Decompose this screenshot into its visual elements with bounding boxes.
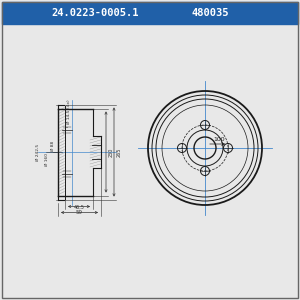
Text: 46,5: 46,5 bbox=[74, 205, 84, 209]
Text: Ø 242,5: Ø 242,5 bbox=[36, 143, 40, 161]
Text: 480035: 480035 bbox=[191, 8, 229, 18]
Text: 59: 59 bbox=[76, 211, 83, 215]
Text: Ø 88: Ø 88 bbox=[51, 141, 55, 151]
Text: Ø 14,5 (4x): Ø 14,5 (4x) bbox=[67, 100, 71, 124]
Text: 24.0223-0005.1: 24.0223-0005.1 bbox=[51, 8, 139, 18]
Bar bbox=[2, 2, 298, 24]
Text: 100: 100 bbox=[213, 137, 225, 142]
Text: 230: 230 bbox=[109, 147, 114, 157]
Text: Ø 160: Ø 160 bbox=[45, 154, 49, 166]
Text: 265: 265 bbox=[117, 147, 122, 157]
